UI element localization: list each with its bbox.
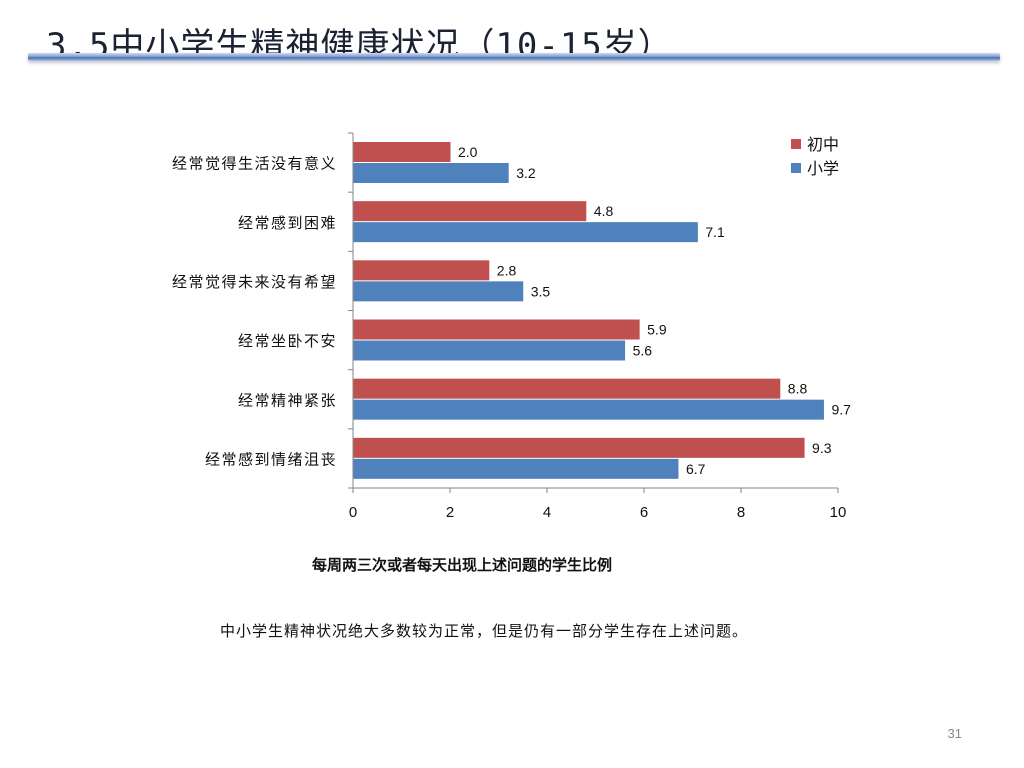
category-label: 经常觉得生活没有意义	[172, 155, 337, 173]
bar-primary	[353, 399, 824, 420]
data-label: 4.8	[594, 203, 614, 219]
x-tick-label: 8	[737, 504, 745, 521]
legend-label: 小学	[807, 159, 839, 178]
data-label: 3.5	[531, 283, 551, 299]
bar-primary	[353, 222, 698, 243]
data-label: 5.6	[633, 343, 653, 359]
data-label: 2.8	[497, 262, 517, 278]
bar-junior-high	[353, 201, 587, 222]
data-label: 8.8	[788, 381, 808, 397]
bar-junior-high	[353, 319, 640, 340]
bar-primary	[353, 281, 524, 302]
x-tick-label: 4	[543, 504, 551, 521]
summary-text: 中小学生精神状况绝大多数较为正常，但是仍有一部分学生存在上述问题。	[219, 622, 748, 640]
data-label: 2.0	[458, 144, 478, 160]
title-underline	[28, 53, 1000, 61]
x-tick-label: 0	[349, 504, 357, 521]
category-label: 经常坐卧不安	[238, 332, 337, 350]
data-label: 9.7	[831, 402, 851, 418]
page-number: 31	[947, 726, 962, 741]
data-label: 3.2	[516, 165, 536, 181]
bar-primary	[353, 458, 679, 479]
category-label: 经常感到情绪沮丧	[205, 450, 337, 468]
data-label: 9.3	[812, 440, 832, 456]
category-label: 经常精神紧张	[238, 391, 337, 409]
category-label: 经常觉得未来没有希望	[172, 273, 337, 291]
bar-junior-high	[353, 260, 490, 281]
data-label: 6.7	[686, 461, 706, 477]
bar-junior-high	[353, 437, 805, 458]
legend-label: 初中	[807, 135, 839, 154]
x-tick-label: 2	[446, 504, 454, 521]
bar-primary	[353, 340, 626, 361]
x-tick-label: 10	[830, 504, 847, 521]
legend-swatch	[791, 163, 801, 173]
data-label: 5.9	[647, 322, 667, 338]
data-label: 7.1	[705, 224, 725, 240]
bar-primary	[353, 163, 509, 183]
bar-junior-high	[353, 142, 451, 162]
category-label: 经常感到困难	[238, 214, 337, 232]
x-tick-label: 6	[640, 504, 648, 521]
chart-caption: 每周两三次或者每天出现上述问题的学生比例	[311, 556, 612, 574]
bar-junior-high	[353, 378, 781, 399]
legend-swatch	[791, 139, 801, 149]
